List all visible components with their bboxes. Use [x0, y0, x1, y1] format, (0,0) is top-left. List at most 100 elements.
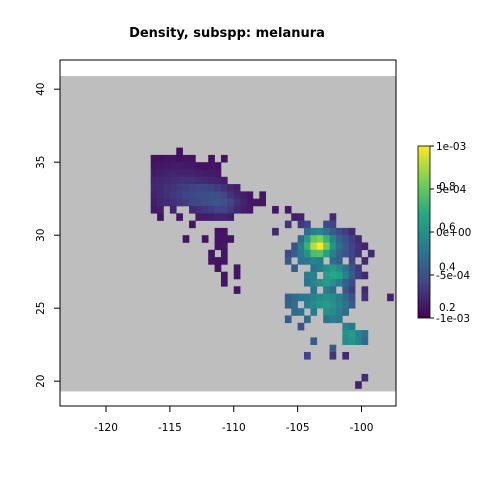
heatmap-cell — [182, 235, 190, 243]
heatmap-cell — [361, 293, 369, 302]
heatmap-cell — [176, 154, 183, 163]
heatmap-cell — [220, 227, 228, 236]
heatmap-cell — [355, 264, 362, 272]
heatmap-cell — [361, 330, 369, 338]
heatmap-cell — [163, 198, 171, 207]
heatmap-cell — [348, 264, 356, 272]
heatmap-cell — [304, 257, 311, 265]
heatmap-cell — [291, 249, 298, 258]
heatmap-cell — [163, 191, 171, 199]
heatmap-cell — [323, 293, 330, 302]
heatmap-cell — [323, 249, 330, 258]
heatmap-cell — [361, 271, 369, 280]
heatmap-cell — [342, 227, 350, 236]
heatmap-cell — [329, 242, 337, 251]
heatmap-cell — [297, 249, 305, 258]
heatmap-cell — [163, 176, 171, 185]
heatmap-cell — [316, 293, 324, 302]
heatmap-cell — [297, 235, 305, 243]
heatmap-cell — [163, 162, 171, 170]
heatmap-cell — [227, 205, 235, 214]
heatmap-cell — [329, 235, 337, 243]
heatmap-cell — [189, 191, 196, 199]
heatmap-cell — [169, 198, 177, 207]
heatmap-cell — [335, 278, 343, 287]
heatmap-cell — [310, 235, 318, 243]
heatmap-cell — [220, 191, 228, 199]
heatmap-cell — [214, 198, 222, 207]
colorbar-gradient — [417, 145, 431, 319]
heatmap-cell — [201, 235, 209, 243]
heatmap-cell — [367, 249, 375, 258]
heatmap-cell — [361, 337, 369, 345]
heatmap-cell — [304, 271, 311, 280]
heatmap-cell — [176, 184, 183, 192]
heatmap-cell — [348, 322, 356, 331]
x-tick-label: -120 — [94, 422, 118, 434]
heatmap-cell — [169, 162, 177, 170]
heatmap-cell — [348, 278, 356, 287]
heatmap-cell — [335, 315, 343, 324]
heatmap-cell — [323, 235, 330, 243]
heatmap-cell — [361, 286, 369, 294]
heatmap-cell — [323, 242, 330, 251]
heatmap-cell — [214, 184, 222, 192]
heatmap-cell — [220, 278, 228, 287]
heatmap-cell — [259, 198, 266, 207]
heatmap-cell — [157, 184, 164, 192]
colorbar-tick-label-left: 0.2 — [439, 302, 456, 314]
colorbar-tick-label-right: 5e-04 — [436, 184, 467, 196]
chart-title: Density, subspp: melanura — [129, 26, 325, 41]
heatmap-cell — [335, 249, 343, 258]
heatmap-cell — [220, 249, 228, 258]
heatmap-cell — [246, 198, 254, 207]
heatmap-cell — [208, 176, 215, 185]
heatmap-cell — [323, 308, 330, 316]
heatmap-cell — [342, 337, 350, 345]
heatmap-cell — [214, 176, 222, 185]
heatmap-cell — [189, 169, 196, 178]
heatmap-cell — [335, 235, 343, 243]
heatmap-cell — [157, 169, 164, 178]
heatmap-cell — [214, 227, 222, 236]
heatmap-cell — [310, 278, 318, 287]
heatmap-cell — [233, 286, 241, 294]
heatmap-cell — [195, 198, 203, 207]
heatmap-cell — [348, 330, 356, 338]
heatmap-cell — [182, 162, 190, 170]
heatmap-cell — [208, 249, 215, 258]
heatmap-cell — [272, 205, 279, 214]
heatmap-cell — [157, 176, 164, 185]
heatmap-cell — [259, 191, 266, 199]
heatmap-cell — [157, 213, 164, 221]
colorbar-tick-label-right: 0e+00 — [436, 227, 471, 239]
heatmap-cell — [323, 227, 330, 236]
heatmap-cell — [195, 205, 203, 214]
heatmap-cell — [355, 242, 362, 251]
heatmap-cell — [150, 191, 158, 199]
heatmap-cell — [348, 271, 356, 280]
heatmap-cell — [342, 351, 350, 360]
heatmap-cell — [157, 154, 164, 163]
y-tick-label: 35 — [35, 156, 47, 169]
heatmap-cell — [297, 220, 305, 229]
heatmap-cell — [297, 242, 305, 251]
heatmap-cell — [233, 198, 241, 207]
heatmap-cell — [220, 271, 228, 280]
heatmap-cell — [291, 300, 298, 309]
heatmap-cell — [176, 162, 183, 170]
heatmap-cell — [297, 213, 305, 221]
heatmap-cell — [387, 293, 394, 302]
heatmap-cell — [342, 242, 350, 251]
heatmap-cell — [297, 308, 305, 316]
heatmap-cell — [195, 176, 203, 185]
heatmap-cell — [150, 198, 158, 207]
heatmap-cell — [342, 249, 350, 258]
x-axis: -120 -115 -110 -105 -100 — [94, 405, 373, 434]
heatmap-cell — [361, 257, 369, 265]
heatmap-cell — [189, 162, 196, 170]
plot-area — [59, 59, 397, 407]
heatmap-cell — [335, 308, 343, 316]
heatmap-cell — [323, 300, 330, 309]
